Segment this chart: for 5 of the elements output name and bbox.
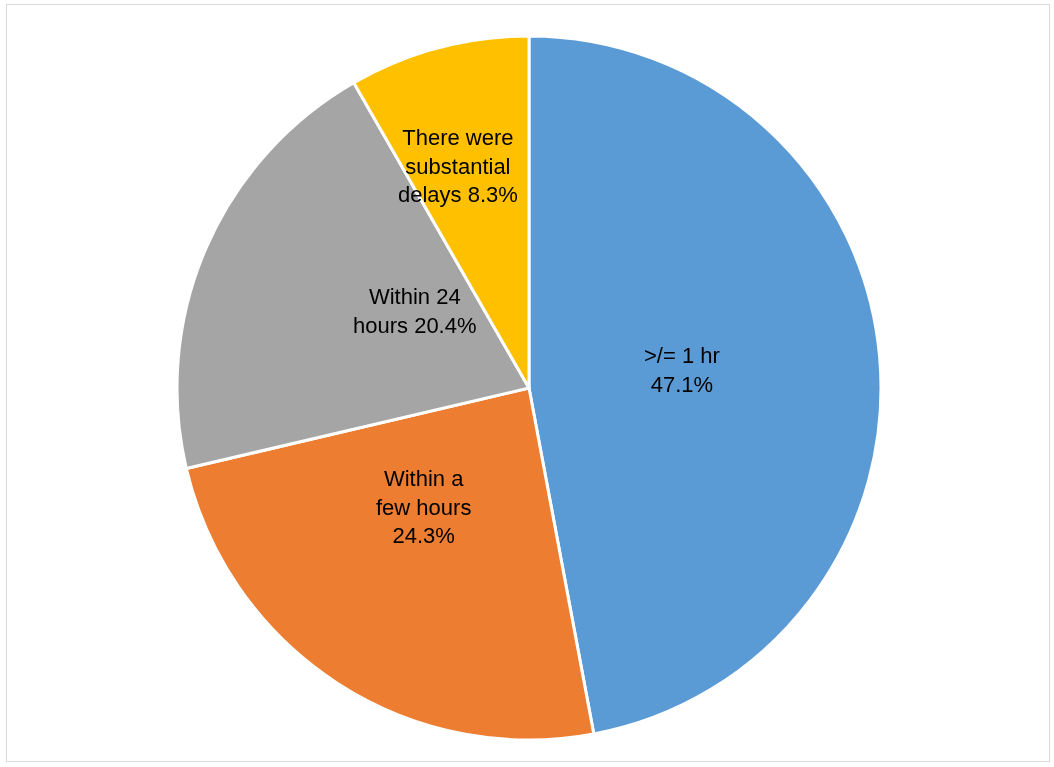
slice-label: Within 24 hours 20.4% xyxy=(353,284,477,338)
slice-label: >/= 1 hr xyxy=(644,343,720,368)
data-label: 24.3% xyxy=(392,523,455,549)
slice-label: Within a few hours xyxy=(376,466,472,520)
data-label: 47.1% xyxy=(650,371,714,397)
